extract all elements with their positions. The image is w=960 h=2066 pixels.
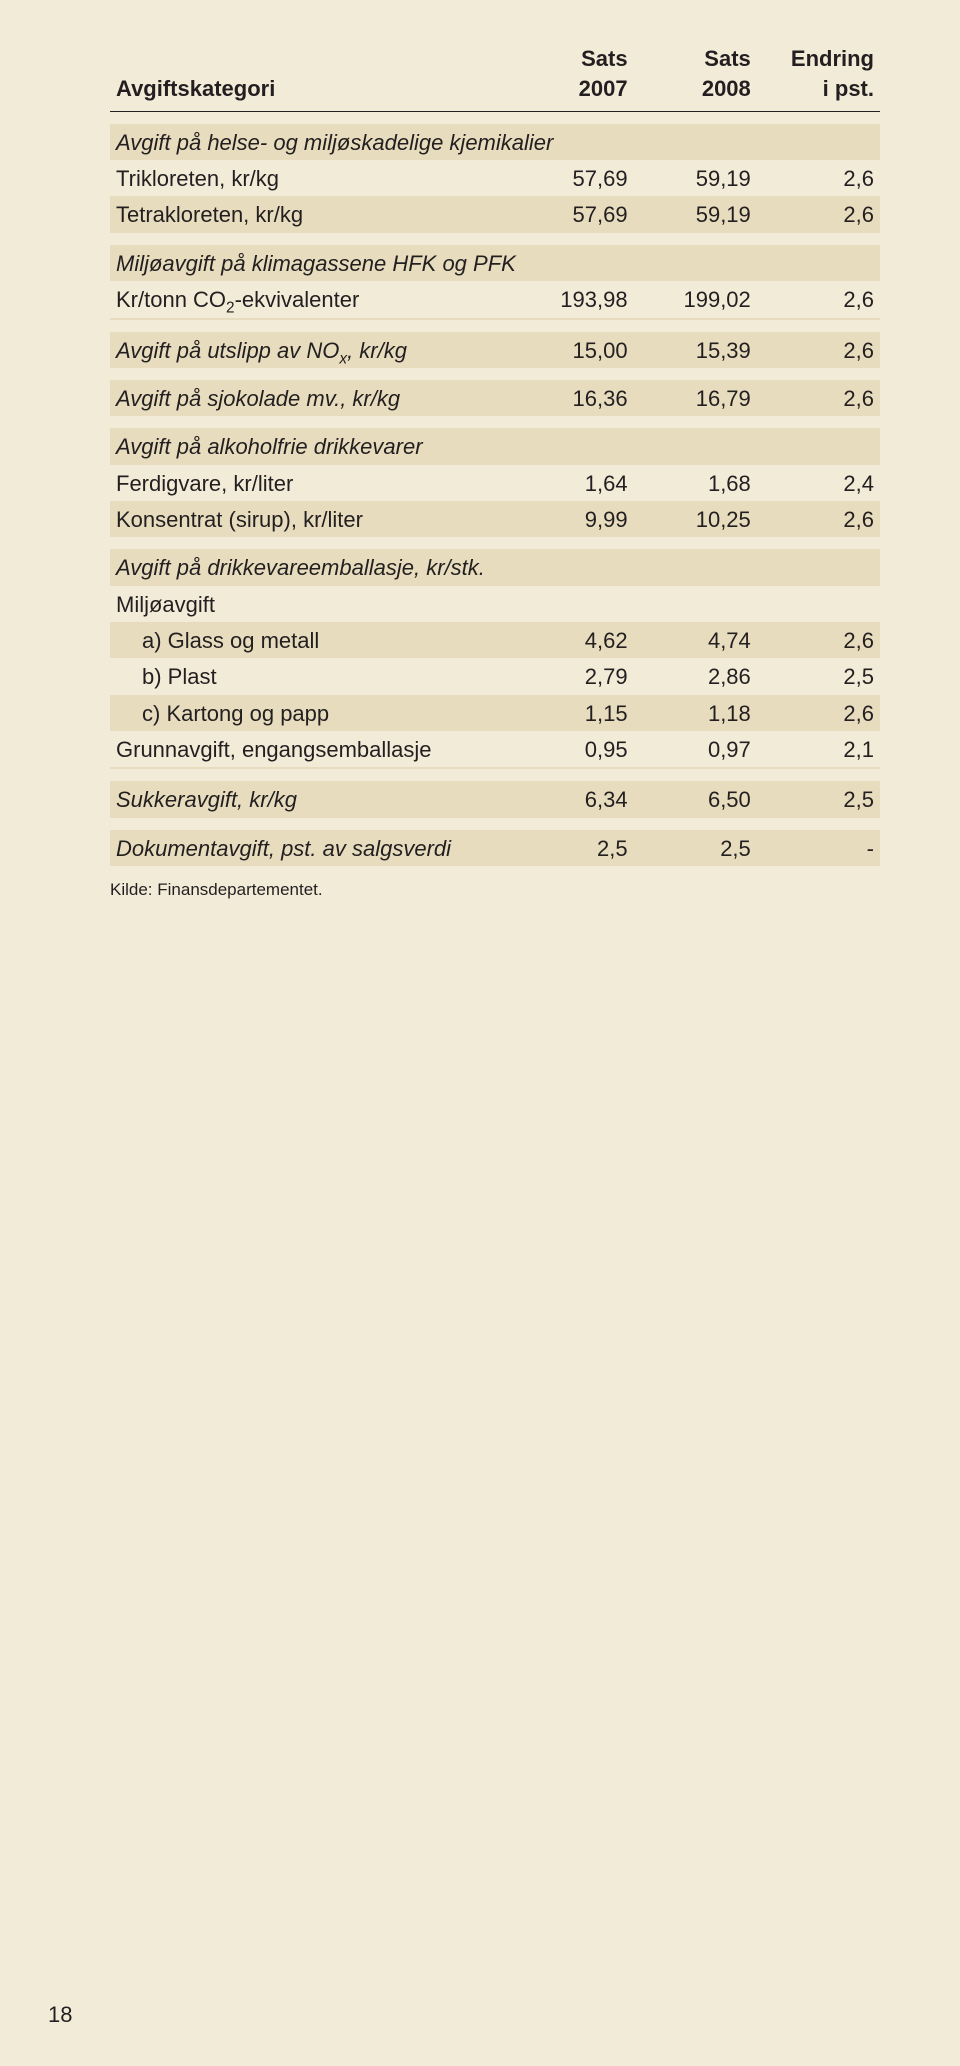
- sukker-v3: 2,5: [757, 781, 880, 817]
- ferdigvare-label: Ferdigvare, kr/liter: [110, 465, 510, 501]
- row-trikloreten: Trikloreten, kr/kg 57,69 59,19 2,6: [110, 160, 880, 196]
- section-emballasje-heading: Avgift på drikkevareemballasje, kr/stk.: [110, 549, 880, 585]
- row-miljoavgift-sub: Miljøavgift: [110, 586, 880, 622]
- row-grunnavgift: Grunnavgift, engangsemballasje 0,95 0,97…: [110, 731, 880, 767]
- row-co2ekv: Kr/tonn CO2-ekvivalenter 193,98 199,02 2…: [110, 281, 880, 317]
- dokument-v3: -: [757, 830, 880, 866]
- kartong-v2: 1,18: [634, 695, 757, 731]
- header-2007-b: 2007: [579, 76, 628, 101]
- co2ekv-label-sub: 2: [226, 300, 235, 317]
- konsentrat-label: Konsentrat (sirup), kr/liter: [110, 501, 510, 537]
- plast-v1: 2,79: [510, 658, 633, 694]
- row-kartong: c) Kartong og papp 1,15 1,18 2,6: [110, 695, 880, 731]
- tetrakloreten-v1: 57,69: [510, 196, 633, 232]
- nox-label-pre: Avgift på utslipp av NO: [116, 338, 339, 363]
- row-nox: Avgift på utslipp av NOx, kr/kg 15,00 15…: [110, 332, 880, 368]
- kartong-v3: 2,6: [757, 695, 880, 731]
- konsentrat-v3: 2,6: [757, 501, 880, 537]
- section-alkoholfrie-heading: Avgift på alkoholfrie drikkevarer: [110, 428, 880, 464]
- ferdigvare-v1: 1,64: [510, 465, 633, 501]
- row-glass: a) Glass og metall 4,62 4,74 2,6: [110, 622, 880, 658]
- miljoavgift-sub-label: Miljøavgift: [110, 586, 880, 622]
- section-helse-heading: Avgift på helse- og miljøskadelige kjemi…: [110, 124, 880, 160]
- page-number: 18: [48, 2002, 72, 2028]
- emballasje-heading-label: Avgift på drikkevareemballasje, kr/stk.: [110, 549, 880, 585]
- grunnavgift-v3: 2,1: [757, 731, 880, 767]
- dokument-label: Dokumentavgift, pst. av salgsverdi: [110, 830, 510, 866]
- glass-label: a) Glass og metall: [110, 622, 510, 658]
- glass-v2: 4,74: [634, 622, 757, 658]
- sjokolade-label: Avgift på sjokolade mv., kr/kg: [110, 380, 510, 416]
- row-konsentrat: Konsentrat (sirup), kr/liter 9,99 10,25 …: [110, 501, 880, 537]
- nox-v1: 15,00: [510, 332, 633, 368]
- helse-heading-label: Avgift på helse- og miljøskadelige kjemi…: [110, 124, 880, 160]
- col-2008: Sats 2008: [634, 40, 757, 111]
- sjokolade-v2: 16,79: [634, 380, 757, 416]
- nox-v3: 2,6: [757, 332, 880, 368]
- nox-label-post: , kr/kg: [347, 338, 407, 363]
- row-tetrakloreten: Tetrakloreten, kr/kg 57,69 59,19 2,6: [110, 196, 880, 232]
- sjokolade-v3: 2,6: [757, 380, 880, 416]
- nox-label-sub: x: [339, 350, 347, 367]
- dokument-v1: 2,5: [510, 830, 633, 866]
- co2ekv-label: Kr/tonn CO2-ekvivalenter: [110, 281, 510, 317]
- header-change-b: i pst.: [823, 76, 874, 101]
- tetrakloreten-label: Tetrakloreten, kr/kg: [110, 196, 510, 232]
- header-category: Avgiftskategori: [116, 76, 275, 101]
- trikloreten-label: Trikloreten, kr/kg: [110, 160, 510, 196]
- co2ekv-v3: 2,6: [757, 281, 880, 317]
- row-dokument: Dokumentavgift, pst. av salgsverdi 2,5 2…: [110, 830, 880, 866]
- row-sjokolade: Avgift på sjokolade mv., kr/kg 16,36 16,…: [110, 380, 880, 416]
- plast-label: b) Plast: [110, 658, 510, 694]
- ferdigvare-v3: 2,4: [757, 465, 880, 501]
- tetrakloreten-v2: 59,19: [634, 196, 757, 232]
- sjokolade-v1: 16,36: [510, 380, 633, 416]
- col-2007: Sats 2007: [510, 40, 633, 111]
- sukker-v2: 6,50: [634, 781, 757, 817]
- header-2008-b: 2008: [702, 76, 751, 101]
- row-sukker: Sukkeravgift, kr/kg 6,34 6,50 2,5: [110, 781, 880, 817]
- ferdigvare-v2: 1,68: [634, 465, 757, 501]
- tetrakloreten-v3: 2,6: [757, 196, 880, 232]
- alkoholfrie-heading-label: Avgift på alkoholfrie drikkevarer: [110, 428, 880, 464]
- konsentrat-v1: 9,99: [510, 501, 633, 537]
- header-2008-a: Sats: [704, 46, 750, 71]
- co2ekv-label-pre: Kr/tonn CO: [116, 287, 226, 312]
- nox-v2: 15,39: [634, 332, 757, 368]
- sukker-label: Sukkeravgift, kr/kg: [110, 781, 510, 817]
- table-header-row: Avgiftskategori Sats 2007 Sats 2008 Endr…: [110, 40, 880, 111]
- col-category: Avgiftskategori: [110, 40, 510, 111]
- plast-v3: 2,5: [757, 658, 880, 694]
- grunnavgift-v1: 0,95: [510, 731, 633, 767]
- col-change: Endring i pst.: [757, 40, 880, 111]
- dokument-v2: 2,5: [634, 830, 757, 866]
- row-plast: b) Plast 2,79 2,86 2,5: [110, 658, 880, 694]
- glass-v1: 4,62: [510, 622, 633, 658]
- co2ekv-v2: 199,02: [634, 281, 757, 317]
- kartong-label: c) Kartong og papp: [110, 695, 510, 731]
- section-klimagass-heading: Miljøavgift på klimagassene HFK og PFK: [110, 245, 880, 281]
- row-ferdigvare: Ferdigvare, kr/liter 1,64 1,68 2,4: [110, 465, 880, 501]
- trikloreten-v2: 59,19: [634, 160, 757, 196]
- nox-label: Avgift på utslipp av NOx, kr/kg: [110, 332, 510, 368]
- grunnavgift-label: Grunnavgift, engangsemballasje: [110, 731, 510, 767]
- konsentrat-v2: 10,25: [634, 501, 757, 537]
- tax-rates-table: Avgiftskategori Sats 2007 Sats 2008 Endr…: [110, 40, 880, 866]
- co2ekv-v1: 193,98: [510, 281, 633, 317]
- klimagass-heading-label: Miljøavgift på klimagassene HFK og PFK: [110, 245, 880, 281]
- grunnavgift-v2: 0,97: [634, 731, 757, 767]
- header-2007-a: Sats: [581, 46, 627, 71]
- co2ekv-label-post: -ekvivalenter: [235, 287, 360, 312]
- sukker-v1: 6,34: [510, 781, 633, 817]
- source-line: Kilde: Finansdepartementet.: [110, 880, 880, 900]
- glass-v3: 2,6: [757, 622, 880, 658]
- trikloreten-v1: 57,69: [510, 160, 633, 196]
- header-change-a: Endring: [791, 46, 874, 71]
- plast-v2: 2,86: [634, 658, 757, 694]
- trikloreten-v3: 2,6: [757, 160, 880, 196]
- kartong-v1: 1,15: [510, 695, 633, 731]
